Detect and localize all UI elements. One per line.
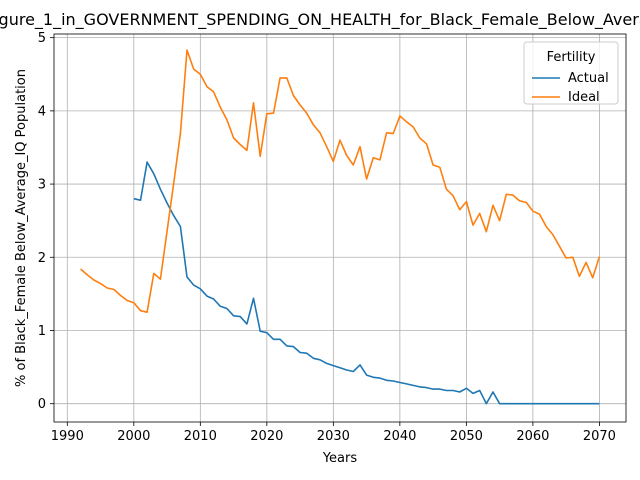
y-tick-label: 3 (38, 178, 46, 193)
y-tick-label: 4 (38, 104, 46, 119)
y-tick-label: 2 (38, 251, 46, 266)
series-line-ideal (80, 49, 601, 314)
chart-title: Figure_1_in_GOVERNMENT_SPENDING_ON_HEALT… (0, 10, 640, 30)
series-layer (80, 49, 601, 405)
x-tick-label: 2010 (184, 429, 217, 444)
x-tick-label: 2070 (583, 429, 616, 444)
y-tick-label: 5 (38, 31, 46, 46)
y-tick-label: 0 (38, 397, 46, 412)
x-tick-label: 2040 (383, 429, 416, 444)
x-tick-label: 1990 (51, 429, 84, 444)
x-tick-label: 2050 (450, 429, 483, 444)
x-tick-label: 2060 (516, 429, 549, 444)
x-tick-label: 2020 (250, 429, 283, 444)
legend-title: Fertility (547, 50, 596, 65)
x-tick-label: 2030 (317, 429, 350, 444)
series-line-actual (133, 161, 600, 405)
y-axis-label: % of Black_Female Below_Average_IQ Popul… (14, 69, 29, 387)
legend-label-ideal: Ideal (568, 90, 600, 105)
axis-ticks: 1990 2000 2010 2020 2030 2040 2050 2060 2070 0 1 2 3… (38, 31, 616, 444)
legend-box (523, 41, 619, 105)
legend-label-actual: Actual (568, 71, 609, 86)
grid (54, 34, 626, 422)
legend: Fertility Actual Ideal (523, 41, 619, 105)
y-tick-label: 1 (38, 324, 46, 339)
x-axis-label: Years (322, 451, 358, 466)
legend-items: Actual Ideal (532, 71, 609, 105)
x-tick-label: 2000 (117, 429, 150, 444)
plot-frame (53, 33, 627, 423)
